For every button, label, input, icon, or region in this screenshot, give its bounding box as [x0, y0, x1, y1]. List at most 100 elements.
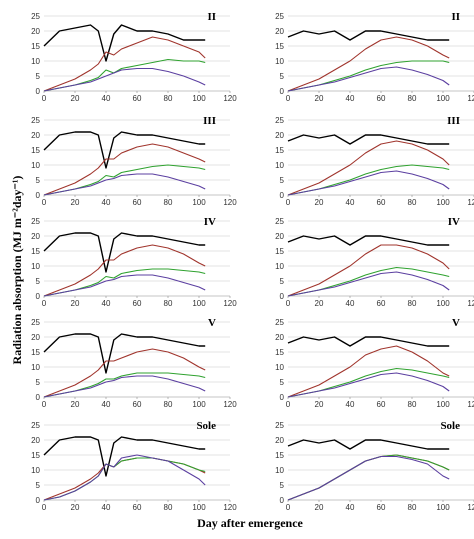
- x-tick-label: 20: [71, 503, 80, 512]
- y-tick-label: 20: [31, 333, 40, 342]
- y-tick-label: 25: [31, 12, 40, 21]
- panel-label: IV: [448, 216, 460, 228]
- chart-panel-right-4: 0 5 10 15 20 25 0 20 40 60 80 100 120 V: [275, 317, 474, 409]
- series-line-2: [43, 143, 206, 196]
- panel-label: II: [207, 11, 216, 23]
- series-line-2: [287, 36, 450, 92]
- x-tick-label: 20: [71, 94, 80, 103]
- y-tick-label: 0: [36, 496, 41, 505]
- x-tick-label: 40: [102, 503, 111, 512]
- y-tick-label: 10: [275, 363, 284, 372]
- x-tick-label: 40: [346, 299, 355, 308]
- x-tick-label: 20: [315, 503, 324, 512]
- x-tick-label: 0: [42, 198, 47, 207]
- x-tick-label: 40: [102, 400, 111, 409]
- y-tick-label: 15: [31, 42, 40, 51]
- panel-label: III: [203, 115, 216, 127]
- series-line-2: [287, 454, 450, 501]
- x-tick-label: 20: [71, 400, 80, 409]
- x-tick-label: 60: [377, 94, 386, 103]
- y-tick-label: 0: [280, 191, 285, 200]
- x-tick-label: 60: [377, 198, 386, 207]
- y-axis-label: Radiation absorption (MJ m⁻²day⁻¹): [10, 175, 24, 365]
- series-line-1: [43, 232, 206, 273]
- x-tick-label: 60: [133, 94, 142, 103]
- series-line-4: [287, 170, 450, 196]
- y-tick-label: 0: [36, 292, 41, 301]
- x-tick-label: 120: [223, 400, 237, 409]
- y-tick-label: 10: [31, 262, 40, 271]
- series-line-4: [287, 455, 450, 501]
- x-tick-label: 0: [286, 400, 291, 409]
- y-tick-label: 10: [31, 466, 40, 475]
- x-tick-label: 120: [467, 94, 474, 103]
- panel-label: III: [447, 115, 460, 127]
- x-tick-label: 100: [436, 198, 450, 207]
- y-tick-label: 25: [275, 116, 284, 125]
- y-tick-label: 20: [275, 436, 284, 445]
- panel-label: II: [451, 11, 460, 23]
- series-line-1: [287, 336, 450, 347]
- series-line-1: [43, 436, 206, 477]
- series-line-4: [43, 454, 206, 501]
- panel-label: V: [452, 317, 460, 329]
- y-tick-label: 15: [275, 247, 284, 256]
- y-tick-label: 10: [31, 57, 40, 66]
- series-line-4: [287, 271, 450, 297]
- x-tick-label: 100: [192, 299, 206, 308]
- chart-panel-right-1: 0 5 10 15 20 25 0 20 40 60 80 100 120 II: [275, 11, 474, 103]
- chart-panel-right-5: 0 5 10 15 20 25 0 20 40 60 80 100 120 Sole: [275, 420, 474, 512]
- series-line-2: [287, 244, 450, 297]
- x-tick-label: 60: [133, 503, 142, 512]
- x-tick-label: 100: [192, 503, 206, 512]
- x-tick-label: 80: [408, 503, 417, 512]
- series-line-4: [43, 375, 206, 398]
- x-tick-label: 0: [286, 299, 291, 308]
- x-tick-label: 80: [164, 198, 173, 207]
- y-tick-label: 15: [31, 348, 40, 357]
- y-tick-label: 10: [275, 161, 284, 170]
- y-tick-label: 10: [275, 262, 284, 271]
- x-tick-label: 100: [192, 198, 206, 207]
- y-tick-label: 15: [31, 247, 40, 256]
- y-tick-label: 25: [31, 421, 40, 430]
- chart-panel-right-3: 0 5 10 15 20 25 0 20 40 60 80 100 120 IV: [275, 216, 474, 308]
- y-tick-label: 15: [275, 42, 284, 51]
- y-tick-label: 25: [31, 116, 40, 125]
- x-tick-label: 120: [467, 198, 474, 207]
- y-tick-label: 25: [275, 217, 284, 226]
- series-line-4: [43, 274, 206, 297]
- series-line-1: [43, 24, 206, 62]
- y-tick-label: 20: [31, 27, 40, 36]
- series-line-1: [287, 235, 450, 246]
- y-tick-label: 20: [31, 131, 40, 140]
- y-tick-label: 10: [275, 466, 284, 475]
- series-line-2: [287, 345, 450, 398]
- x-tick-label: 20: [71, 299, 80, 308]
- series-line-1: [287, 134, 450, 145]
- x-tick-label: 40: [102, 299, 111, 308]
- x-axis-label: Day after emergence: [197, 516, 303, 530]
- chart-panel-right-2: 0 5 10 15 20 25 0 20 40 60 80 100 120 III: [275, 115, 474, 207]
- y-tick-label: 20: [275, 232, 284, 241]
- x-tick-label: 60: [377, 400, 386, 409]
- series-line-1: [43, 333, 206, 374]
- y-tick-label: 5: [36, 378, 41, 387]
- series-line-3: [287, 454, 450, 501]
- y-tick-label: 0: [280, 292, 285, 301]
- x-tick-label: 120: [467, 400, 474, 409]
- y-tick-label: 10: [31, 161, 40, 170]
- panel-label: IV: [204, 216, 216, 228]
- x-tick-label: 0: [42, 94, 47, 103]
- series-line-4: [43, 173, 206, 196]
- x-tick-label: 80: [408, 299, 417, 308]
- x-tick-label: 20: [315, 400, 324, 409]
- y-tick-label: 25: [275, 421, 284, 430]
- x-tick-label: 80: [408, 94, 417, 103]
- y-tick-label: 20: [275, 333, 284, 342]
- chart-panel-left-5: 0 5 10 15 20 25 0 20 40 60 80 100 120 Sole: [31, 420, 237, 512]
- y-tick-label: 0: [280, 393, 285, 402]
- x-tick-label: 100: [192, 400, 206, 409]
